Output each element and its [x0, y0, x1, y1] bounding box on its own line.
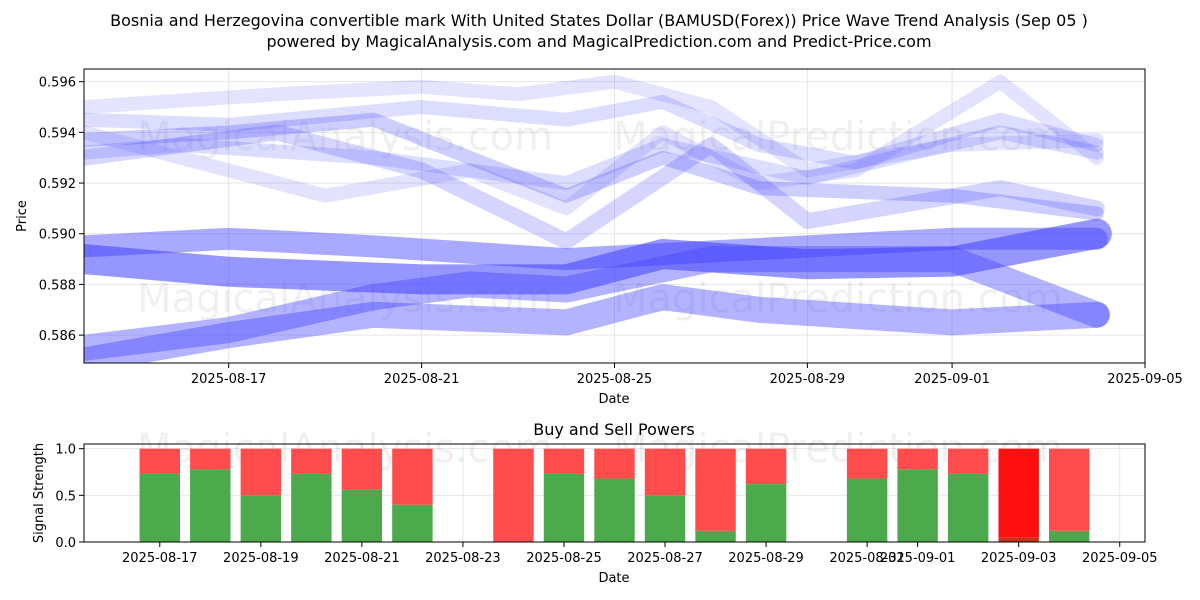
top-x-ticks: 2025-08-17 2025-08-21 2025-08-25 2025-08-29… [191, 363, 1183, 387]
bottom-y-ticks: 0.0 0.5 1.0 [55, 443, 84, 551]
wave-band-7 [84, 94, 1104, 170]
bottom-x-tick-label: 2025-08-19 [223, 551, 299, 566]
title-line-2: powered by MagicalAnalysis.com and Magic… [266, 32, 931, 51]
buy-power-bar [543, 473, 585, 542]
buy-power-bar [190, 469, 231, 542]
bottom-y-tick-label: 1.0 [55, 443, 76, 458]
wave-series-group [84, 74, 1112, 363]
bottom-axes-frame [83, 443, 1146, 543]
buy-power-bar [139, 473, 180, 542]
bottom-y-tick-label: 0.0 [55, 536, 76, 551]
buy-sell-powers-chart: Buy and Sell Powers MagicalAnalysis.com … [32, 420, 1158, 586]
sell-power-bar [846, 448, 888, 479]
sell-power-bar [139, 448, 180, 474]
buy-power-bar [392, 504, 433, 542]
wave-band-3 [84, 246, 1110, 361]
top-x-tick-label: 2025-08-21 [384, 372, 460, 387]
bottom-x-tick-label: 2025-08-17 [122, 551, 198, 566]
wave-band-8 [84, 74, 1104, 216]
top-y-tick-label: 0.592 [39, 177, 76, 192]
sell-power-bar [644, 448, 686, 496]
bottom-x-axis-label: Date [598, 571, 629, 586]
bottom-x-tick-label: 2025-09-05 [1082, 551, 1158, 566]
bottom-x-tick-label: 2025-08-21 [324, 551, 400, 566]
top-y-axis-label: Price [15, 200, 30, 232]
buy-power-bar [745, 484, 787, 542]
sell-power-bar [493, 448, 534, 542]
top-x-tick-label: 2025-08-29 [770, 372, 846, 387]
wave-band-2 [84, 227, 1108, 271]
bottom-x-tick-label: 2025-08-29 [728, 551, 804, 566]
wave-band-4 [84, 284, 1110, 363]
top-y-tick-label: 0.594 [39, 126, 76, 141]
sell-power-bar [594, 448, 635, 479]
top-x-tick-label: 2025-08-25 [577, 372, 653, 387]
sell-power-bar [543, 448, 585, 474]
top-x-axis-label: Date [598, 392, 629, 407]
top-y-tick-label: 0.590 [39, 228, 76, 243]
bottom-x-tick-label: 2025-08-31 [829, 551, 905, 566]
bottom-y-axis-label: Signal Strength [32, 443, 47, 543]
wave-band-10 [84, 74, 1104, 178]
buy-power-bar [644, 495, 686, 542]
sell-power-bar [190, 448, 231, 470]
bottom-y-tick-label: 0.5 [55, 489, 76, 504]
bottom-x-tick-label: 2025-09-03 [981, 551, 1057, 566]
bottom-x-tick-label: 2025-08-23 [425, 551, 501, 566]
bottom-x-ticks: 2025-08-17 2025-08-19 2025-08-21 2025-08-23… [122, 542, 1158, 566]
buy-power-bar [846, 478, 888, 542]
buy-power-bar [897, 469, 938, 542]
watermark-analysis-top: MagicalAnalysis.com [137, 114, 553, 160]
sell-power-bar [341, 448, 383, 490]
bottom-x-tick-label: 2025-08-27 [627, 551, 703, 566]
title-line-1: Bosnia and Herzegovina convertible mark … [110, 11, 1088, 30]
watermark-prediction-bottom: MagicalPrediction.com [613, 276, 1063, 322]
buy-power-bar [291, 473, 332, 542]
sell-power-bar [240, 448, 282, 496]
bottom-x-tick-label: 2025-09-01 [880, 551, 956, 566]
sell-power-bar [291, 448, 332, 474]
power-bars-group [139, 448, 1090, 542]
sell-power-bar [745, 448, 787, 485]
buy-power-bar [240, 495, 282, 542]
wave-band-6 [84, 124, 1105, 250]
bottom-x-tick-label: 2025-08-25 [526, 551, 602, 566]
price-wave-chart: MagicalAnalysis.com MagicalPrediction.co… [15, 68, 1183, 407]
bottom-chart-title: Buy and Sell Powers [533, 420, 695, 439]
top-x-tick-label: 2025-08-17 [191, 372, 267, 387]
sell-power-bar [897, 448, 938, 470]
wave-band-9 [84, 125, 1104, 191]
top-x-tick-label: 2025-09-05 [1107, 372, 1183, 387]
sell-power-bar [695, 448, 736, 531]
buy-power-bar [341, 489, 383, 542]
buy-power-bar [947, 473, 989, 542]
top-y-tick-label: 0.588 [39, 278, 76, 293]
sell-power-bar [392, 448, 433, 505]
buy-power-bar [695, 530, 736, 542]
buy-power-bar [594, 478, 635, 542]
sell-power-bar [947, 448, 989, 474]
watermark-prediction-top: MagicalPrediction.com [613, 114, 1063, 160]
sell-power-bar [1049, 448, 1090, 531]
wave-band-1 [84, 218, 1112, 295]
buy-power-bar [998, 537, 1039, 542]
sell-power-bar [998, 448, 1039, 538]
top-x-tick-label: 2025-09-01 [914, 372, 990, 387]
top-y-ticks: 0.586 0.588 0.590 0.592 0.594 0.596 [39, 76, 84, 344]
top-y-tick-label: 0.596 [39, 76, 76, 91]
top-y-tick-label: 0.586 [39, 329, 76, 344]
wave-band-5 [84, 112, 1104, 221]
buy-power-bar [1049, 530, 1090, 542]
